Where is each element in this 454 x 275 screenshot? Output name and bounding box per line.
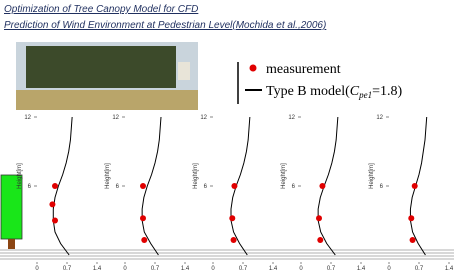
legend-model-suffix: =1.8) bbox=[372, 84, 402, 99]
y-axis-label: Height[m] bbox=[105, 163, 111, 189]
x-tick-label: 0 bbox=[35, 266, 39, 272]
ground bbox=[0, 250, 454, 259]
legend-measurement: measurement bbox=[266, 62, 341, 77]
title: Optimization of Tree Canopy Model for CF… bbox=[4, 4, 198, 15]
x-tick-label: 0.7 bbox=[415, 266, 424, 272]
y-tick-label: 12 bbox=[24, 115, 31, 121]
x-tick-label: 1.4 bbox=[357, 266, 366, 272]
measurement-point bbox=[316, 215, 322, 221]
y-axis-label: Height[m] bbox=[369, 163, 375, 189]
y-tick-label: 6 bbox=[204, 184, 208, 190]
measurement-point bbox=[410, 237, 416, 243]
measurement-point bbox=[52, 218, 58, 224]
y-tick-label: 6 bbox=[292, 184, 296, 190]
x-tick-label: 0.7 bbox=[151, 266, 160, 272]
x-tick-label: 0 bbox=[299, 266, 303, 272]
y-tick-label: 6 bbox=[380, 184, 384, 190]
subtitle: Prediction of Wind Environment at Pedest… bbox=[4, 20, 326, 31]
x-tick-label: 0.7 bbox=[63, 266, 72, 272]
y-tick-label: 12 bbox=[112, 115, 119, 121]
y-axis-label: Height[m] bbox=[281, 163, 287, 189]
y-tick-label: 12 bbox=[288, 115, 295, 121]
x-tick-label: 0 bbox=[387, 266, 391, 272]
measurement-point bbox=[141, 237, 147, 243]
page: Optimization of Tree Canopy Model for CF… bbox=[0, 0, 454, 275]
legend-model-prefix: Type B model( bbox=[266, 84, 350, 99]
measurement-point bbox=[231, 237, 237, 243]
x-tick-label: 0.7 bbox=[327, 266, 336, 272]
y-axis-label: Height[m] bbox=[193, 163, 199, 189]
x-tick-label: 0.7 bbox=[239, 266, 248, 272]
x-tick-label: 0 bbox=[123, 266, 127, 272]
slide: Optimization of Tree Canopy Model for CF… bbox=[0, 0, 454, 275]
legend-dot bbox=[250, 65, 257, 72]
measurement-point bbox=[231, 183, 237, 189]
y-tick-label: 12 bbox=[200, 115, 207, 121]
measurement-point bbox=[49, 201, 55, 207]
measurement-point bbox=[412, 183, 418, 189]
x-tick-label: 1.4 bbox=[269, 266, 278, 272]
x-tick-label: 1.4 bbox=[445, 266, 454, 272]
y-tick-label: 6 bbox=[28, 184, 32, 190]
x-tick-label: 1.4 bbox=[93, 266, 102, 272]
legend-model: Type B model(Cpe1=1.8) bbox=[266, 84, 403, 100]
measurement-point bbox=[408, 215, 414, 221]
measurement-point bbox=[140, 215, 146, 221]
y-tick-label: 12 bbox=[376, 115, 383, 121]
measurement-point bbox=[140, 183, 146, 189]
measurement-point bbox=[319, 183, 325, 189]
measurement-point bbox=[52, 183, 58, 189]
measurement-point bbox=[317, 237, 323, 243]
y-tick-label: 6 bbox=[116, 184, 120, 190]
measurement-point bbox=[229, 215, 235, 221]
legend-model-sub: pe1 bbox=[358, 90, 372, 100]
photo bbox=[16, 42, 198, 110]
y-axis-label: Height[m] bbox=[17, 163, 23, 189]
x-tick-label: 1.4 bbox=[181, 266, 190, 272]
x-tick-label: 0 bbox=[211, 266, 215, 272]
